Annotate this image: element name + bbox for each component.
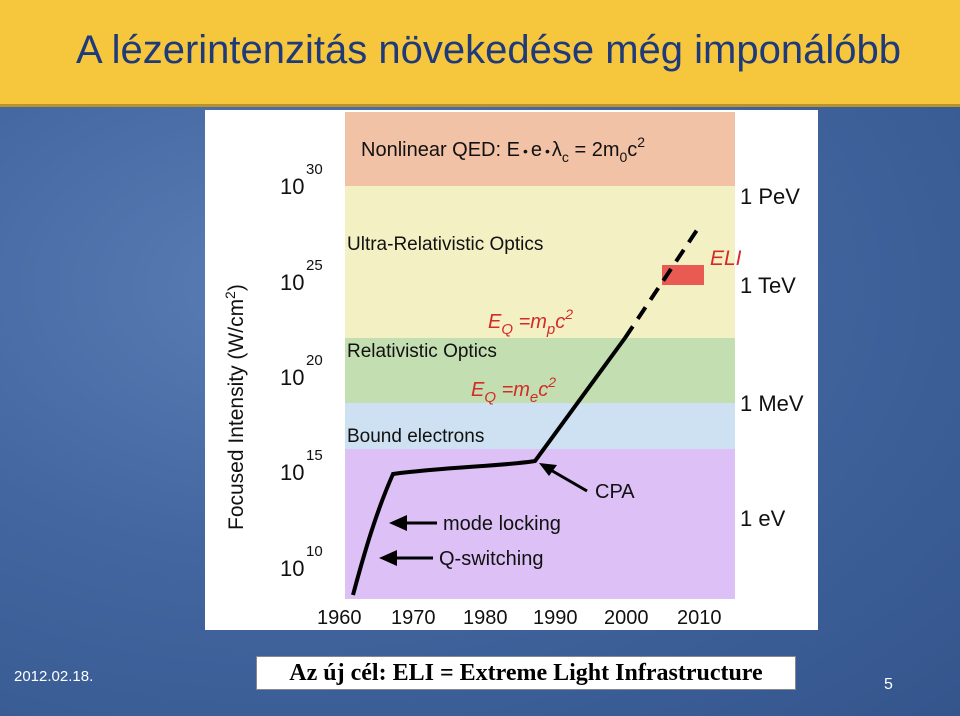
band-label-nonlinear-qed: Nonlinear QED: E • e • λc = 2m0c2 (361, 134, 645, 165)
energy-label-ev: 1 eV (740, 506, 786, 531)
equation-electron-mass: EQ =mec2 (471, 374, 556, 406)
y-tick-1e10: 10 10 (280, 543, 323, 581)
page-number: 5 (884, 676, 893, 693)
band-label-ultra-relativistic: Ultra-Relativistic Optics (347, 234, 543, 255)
equation-proton-mass: EQ =mpc2 (488, 306, 573, 338)
intensity-chart: Focused Intensity (W/cm2) 10 30 10 25 10… (222, 112, 804, 629)
y-tick-1e30: 10 30 (280, 161, 323, 199)
svg-text:15: 15 (306, 447, 323, 464)
svg-text:25: 25 (306, 257, 323, 274)
y-axis-label: Focused Intensity (W/cm2) (222, 284, 248, 530)
svg-text:20: 20 (306, 352, 323, 369)
energy-label-pev: 1 PeV (740, 184, 800, 209)
x-tick-2000: 2000 (604, 607, 649, 629)
x-tick-1970: 1970 (391, 607, 436, 629)
x-tick-2010: 2010 (677, 607, 722, 629)
x-tick-1980: 1980 (463, 607, 508, 629)
svg-text:10: 10 (280, 270, 304, 295)
y-tick-1e15: 10 15 (280, 447, 323, 485)
svg-text:10: 10 (306, 543, 323, 560)
arrow-q-switching (379, 550, 433, 566)
svg-text:30: 30 (306, 161, 323, 178)
energy-label-tev: 1 TeV (740, 273, 796, 298)
svg-text:10: 10 (280, 365, 304, 390)
title-bar: A lézerintenzitás növekedése még imponál… (0, 0, 960, 107)
slide-title: A lézerintenzitás növekedése még imponál… (76, 28, 901, 72)
intensity-figure: Focused Intensity (W/cm2) 10 30 10 25 10… (205, 110, 818, 630)
annotation-cpa: CPA (595, 481, 635, 503)
x-tick-1990: 1990 (533, 607, 578, 629)
arrow-cpa (539, 463, 588, 493)
annotation-q-switching: Q-switching (439, 548, 543, 570)
svg-text:10: 10 (280, 174, 304, 199)
x-tick-1960: 1960 (317, 607, 362, 629)
band-bound-electrons (345, 403, 735, 449)
band-label-relativistic: Relativistic Optics (347, 341, 497, 362)
slide-date: 2012.02.18. (14, 668, 94, 685)
intensity-trend-line (351, 336, 627, 596)
band-ultra-relativistic (345, 186, 735, 338)
band-relativistic (345, 338, 735, 403)
y-tick-1e25: 10 25 (280, 257, 323, 295)
slide-caption: Az új cél: ELI = Extreme Light Infrastru… (256, 656, 796, 690)
svg-text:10: 10 (280, 460, 304, 485)
energy-label-mev: 1 MeV (740, 391, 804, 416)
svg-text:10: 10 (280, 556, 304, 581)
y-tick-1e20: 10 20 (280, 352, 323, 390)
band-nonlinear-qed (345, 112, 735, 186)
annotation-mode-locking: mode locking (443, 513, 561, 535)
band-label-bound-electrons: Bound electrons (347, 426, 484, 447)
eli-label: ELI (710, 247, 742, 270)
arrow-mode-locking (389, 515, 437, 531)
